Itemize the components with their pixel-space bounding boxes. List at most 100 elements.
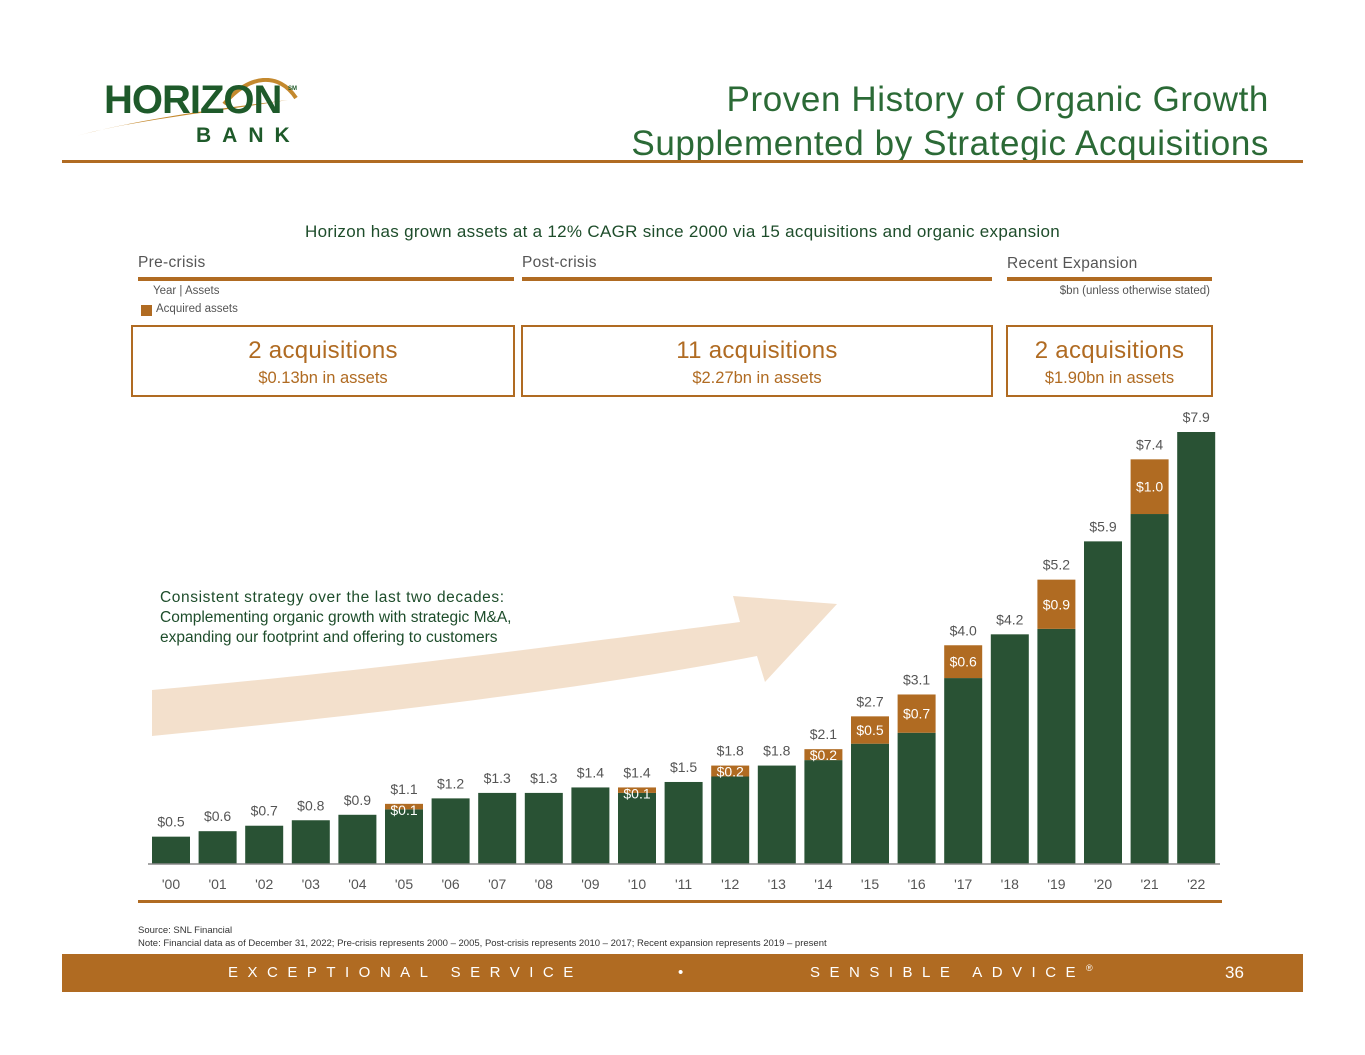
total-label-0: $0.5: [157, 814, 184, 830]
bar-organic-19: [1037, 628, 1076, 864]
pre-crisis-summary-box: 2 acquisitions $0.13bn in assets: [131, 325, 515, 397]
x-tick-label-18: '18: [1001, 876, 1019, 892]
bar-organic-0: [152, 836, 190, 864]
x-tick-label-12: '12: [721, 876, 739, 892]
logo-wordmark: HORIZON: [104, 78, 282, 122]
section-rule-post-crisis: [522, 277, 992, 281]
post-crisis-assets: $2.27bn in assets: [692, 369, 822, 387]
section-label-recent-expansion: Recent Expansion: [1007, 255, 1138, 272]
bar-acquired-14: [804, 749, 843, 761]
x-tick-label-0: '00: [162, 876, 180, 892]
source-note: Source: SNL Financial: [138, 925, 233, 936]
x-tick-label-6: '06: [441, 876, 459, 892]
total-label-7: $1.3: [484, 770, 511, 786]
bar-organic-16: [897, 732, 936, 864]
bar-organic-1: [198, 831, 237, 864]
chart-bottom-divider: [138, 900, 1222, 903]
x-tick-label-2: '02: [255, 876, 273, 892]
bar-acquired-5: [385, 803, 423, 810]
page-title-line1: Proven History of Organic Growth: [726, 80, 1269, 119]
total-label-18: $4.2: [996, 611, 1023, 627]
acquired-label-19: $0.9: [1043, 596, 1070, 612]
recent-expansion-acquisitions: 2 acquisitions: [1034, 337, 1185, 364]
x-tick-label-15: '15: [861, 876, 879, 892]
bar-acquired-17: [944, 645, 983, 679]
bar-acquired-15: [851, 716, 889, 744]
title-divider: [62, 160, 1303, 163]
units-note: $bn (unless otherwise stated): [1059, 285, 1210, 297]
total-label-1: $0.6: [204, 808, 231, 824]
bar-organic-18: [990, 634, 1029, 864]
total-label-14: $2.1: [810, 726, 837, 742]
total-label-11: $1.5: [670, 759, 697, 775]
total-label-21: $7.4: [1136, 436, 1163, 452]
bar-acquired-21: [1130, 459, 1169, 515]
footer-tagline-right: SENSIBLE ADVICE: [810, 964, 1086, 981]
footnotes: Source: SNL Financial Note: Financial da…: [138, 924, 827, 950]
post-crisis-summary-box: 11 acquisitions $2.27bn in assets: [521, 325, 993, 397]
x-tick-label-4: '04: [348, 876, 366, 892]
bar-organic-7: [478, 792, 517, 864]
bar-organic-8: [524, 792, 563, 864]
total-label-2: $0.7: [251, 803, 278, 819]
x-tick-label-17: '17: [954, 876, 972, 892]
post-crisis-acquisitions: 11 acquisitions: [676, 337, 838, 364]
page-title: Proven History of Organic Growth Supplem…: [631, 78, 1269, 166]
x-tick-label-11: '11: [675, 876, 692, 892]
total-label-15: $2.7: [856, 693, 883, 709]
recent-expansion-assets: $1.90bn in assets: [1044, 369, 1175, 387]
logo-swoosh-icon: [76, 78, 298, 136]
bar-organic-13: [757, 765, 796, 864]
total-label-19: $5.2: [1043, 557, 1070, 573]
total-label-5: $1.1: [390, 781, 417, 797]
footer-bullet: •: [678, 964, 684, 981]
acquired-label-21: $1.0: [1136, 479, 1163, 495]
strategy-line-2: Complementing organic growth with strate…: [160, 609, 512, 626]
growth-arrow-icon: [152, 596, 837, 736]
recent-expansion-summary-box: 2 acquisitions $1.90bn in assets: [1006, 325, 1213, 397]
total-label-22: $7.9: [1183, 409, 1210, 425]
pre-crisis-acquisitions: 2 acquisitions: [248, 337, 398, 364]
pre-crisis-assets: $0.13bn in assets: [258, 369, 388, 387]
acquired-label-5: $0.1: [390, 802, 417, 818]
strategy-line-3: expanding our footprint and offering to …: [160, 629, 498, 646]
section-rule-recent-expansion: [1007, 277, 1212, 281]
total-label-12: $1.8: [717, 743, 744, 759]
acquired-label-12: $0.2: [717, 764, 744, 780]
x-tick-label-1: '01: [208, 876, 226, 892]
bar-organic-15: [851, 743, 889, 864]
x-tick-label-16: '16: [907, 876, 925, 892]
legend-acquired-assets: Acquired assets: [156, 303, 238, 315]
bar-organic-11: [664, 781, 703, 864]
bar-organic-20: [1084, 541, 1122, 864]
bar-organic-21: [1130, 514, 1169, 864]
footer-registered-mark: ®: [1086, 963, 1093, 973]
bar-acquired-10: [618, 787, 656, 793]
strategy-line-1: Consistent strategy over the last two de…: [160, 589, 505, 606]
section-label-post-crisis: Post-crisis: [522, 254, 597, 271]
x-tick-label-14: '14: [814, 876, 832, 892]
bar-organic-5: [385, 809, 423, 864]
total-label-16: $3.1: [903, 671, 930, 687]
data-note: Note: Financial data as of December 31, …: [138, 938, 827, 949]
x-tick-label-21: '21: [1140, 876, 1158, 892]
acquired-label-10: $0.1: [623, 785, 650, 801]
section-rule-pre-crisis: [138, 277, 514, 281]
x-tick-label-7: '07: [488, 876, 506, 892]
total-label-6: $1.2: [437, 775, 464, 791]
legend-acquired-swatch: [141, 305, 152, 316]
footer-tagline-left: EXCEPTIONAL SERVICE: [228, 964, 583, 981]
chart-subtitle: Horizon has grown assets at a 12% CAGR s…: [305, 222, 1060, 241]
acquired-label-14: $0.2: [810, 747, 837, 763]
x-tick-label-8: '08: [535, 876, 553, 892]
x-tick-label-10: '10: [628, 876, 646, 892]
x-tick-label-3: '03: [302, 876, 320, 892]
logo-service-mark: SM: [288, 86, 297, 92]
x-tick-label-13: '13: [768, 876, 786, 892]
logo-bank-text: BANK: [196, 124, 301, 147]
x-tick-label-5: '05: [395, 876, 413, 892]
bar-organic-4: [338, 814, 377, 864]
page-title-line2: Supplemented by Strategic Acquisitions: [631, 124, 1269, 163]
bar-acquired-19: [1037, 579, 1076, 629]
bar-organic-14: [804, 760, 843, 864]
